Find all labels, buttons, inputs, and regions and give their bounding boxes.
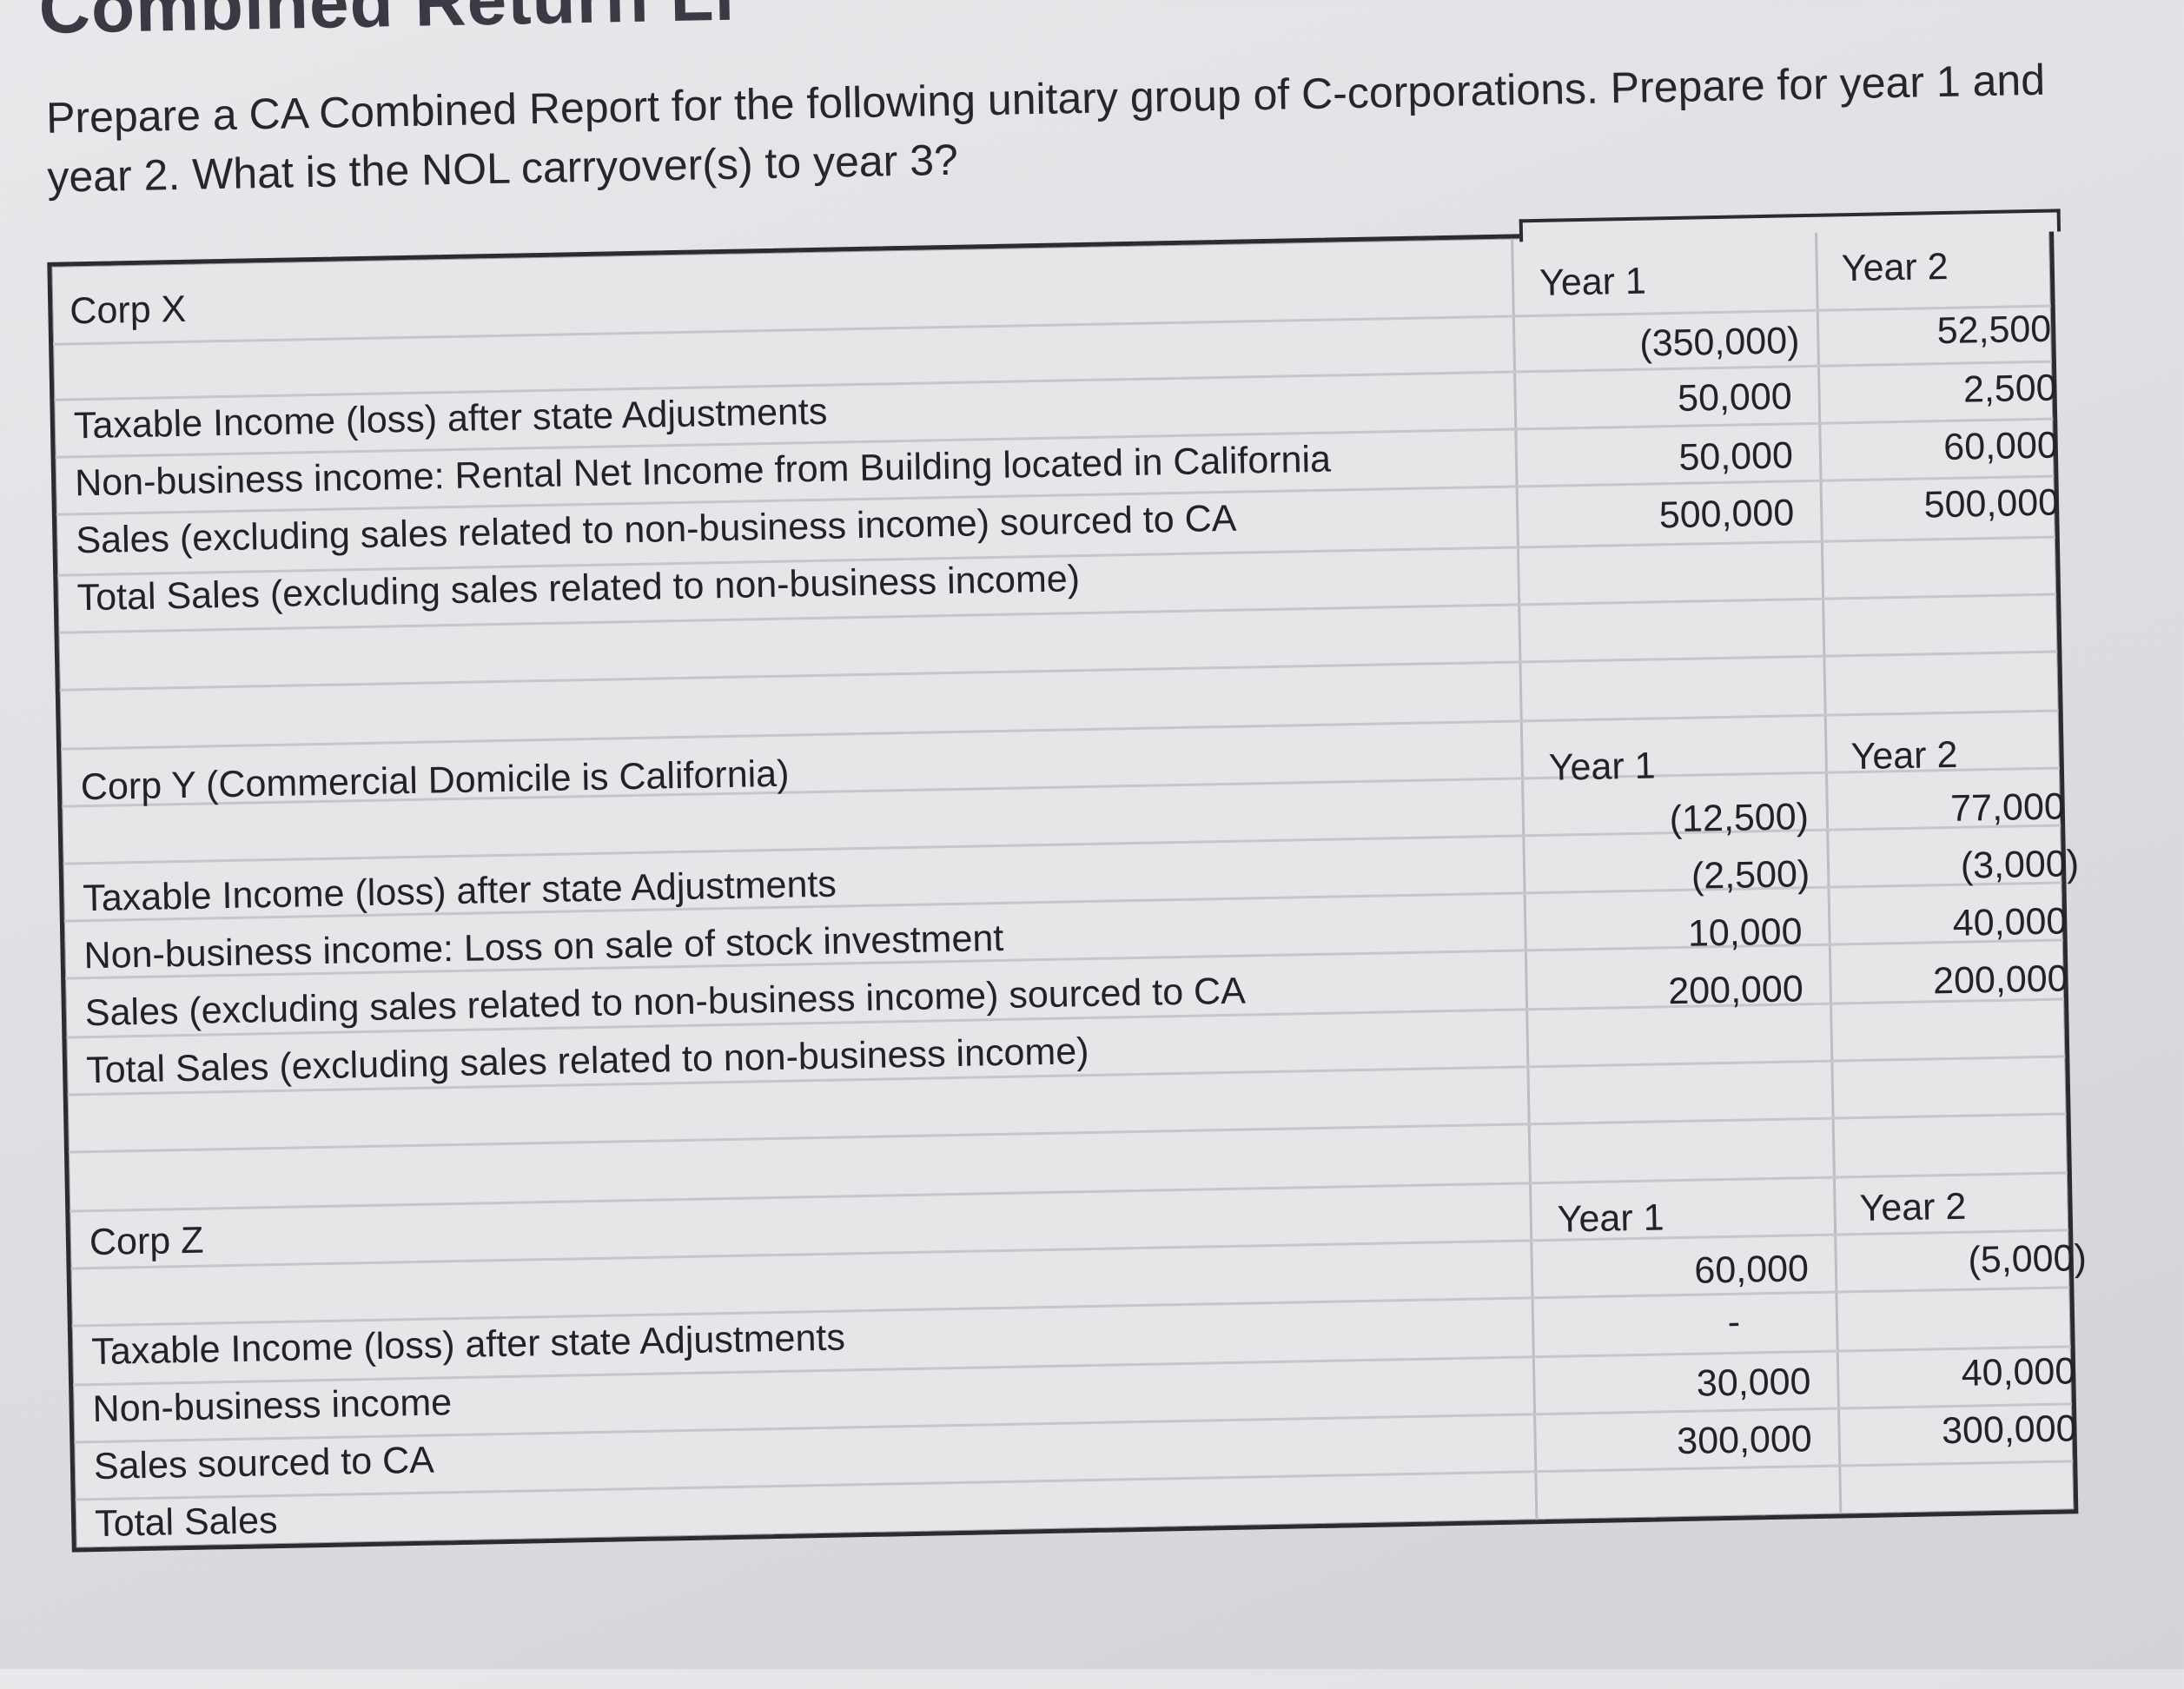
corp-y-year2-header: Year 2 (1850, 733, 1958, 778)
corp-z-row-year1: 300,000 (1676, 1418, 1813, 1463)
row-divider (61, 709, 2059, 751)
corp-z-row-label: Taxable Income (loss) after state Adjust… (90, 1316, 846, 1374)
sheet-top-border (1519, 209, 2062, 242)
corp-x-row-year1: 50,000 (1678, 434, 1794, 479)
corp-y-year1-header: Year 1 (1548, 745, 1656, 789)
corp-z-row-year1: - (1727, 1301, 1741, 1343)
corp-z-row-year2: (5,000) (1968, 1237, 2088, 1282)
corp-y-row-year1: 200,000 (1667, 968, 1804, 1013)
corp-z-row-year2 (1814, 1295, 2075, 1300)
corp-x-row-label: Total Sales (excluding sales related to … (76, 558, 1081, 619)
corp-z-row-label: Non-business income (92, 1381, 453, 1431)
corp-z-row-year1: 60,000 (1693, 1248, 1810, 1292)
corp-x-row-year2: 500,000 (1923, 481, 2060, 527)
corp-x-row-year1: (350,000) (1638, 320, 1800, 365)
corp-z-row-year2: 300,000 (1941, 1408, 2077, 1453)
corp-x-row-label: Sales (excluding sales related to non-bu… (76, 497, 1237, 562)
row-divider (69, 1171, 2068, 1213)
corp-x-row-year2: 2,500 (1962, 367, 2057, 411)
corp-x-row-year2: 60,000 (1942, 424, 2059, 469)
corp-z-title: Corp Z (89, 1219, 204, 1264)
corp-y-row-year2: 200,000 (1932, 957, 2069, 1003)
question-text: Prepare a CA Combined Report for the fol… (45, 55, 2046, 202)
corp-z-row-year1: 30,000 (1696, 1361, 1811, 1405)
corp-y-row-label: Non-business income: Loss on sale of sto… (83, 917, 1004, 977)
corp-x-row-label: Taxable Income (loss) after state Adjust… (73, 390, 828, 447)
corp-z-year2-header: Year 2 (1859, 1185, 1967, 1230)
row-divider (71, 1286, 2070, 1328)
corp-x-row-year1: 50,000 (1677, 375, 1793, 420)
corp-y-row-year2: 40,000 (1952, 900, 2068, 944)
corp-z-row-label: Total Sales (94, 1500, 278, 1546)
row-divider (59, 650, 2058, 692)
corp-y-row-year1: (2,500) (1691, 853, 1810, 897)
corp-x-row-label: Non-business income: Rental Net Income f… (74, 438, 1332, 505)
corp-x-year1-header: Year 1 (1539, 260, 1647, 304)
corp-x-year2-header: Year 2 (1841, 245, 1949, 290)
corp-y-row-year2: (3,000) (1960, 843, 2080, 887)
corp-z-year1-header: Year 1 (1557, 1196, 1664, 1241)
corp-y-row-label: Taxable Income (loss) after state Adjust… (82, 863, 837, 920)
corp-x-row-year1: 500,000 (1658, 492, 1795, 537)
corp-x-row-year2: 52,500 (1936, 308, 2052, 353)
page-heading: Combined Return Li (37, 0, 736, 50)
corp-z-row-label: Sales sourced to CA (93, 1439, 435, 1488)
spreadsheet-table: Corp X Year 1 Year 2 Taxable Income (los… (47, 209, 2087, 1553)
corp-y-row-year1: (12,500) (1669, 796, 1810, 841)
corp-z-row-year2: 40,000 (1961, 1350, 2076, 1394)
row-divider (68, 1112, 2067, 1154)
corp-y-title: Corp Y (Commercial Domicile is Californi… (80, 752, 790, 809)
corp-x-title: Corp X (69, 288, 187, 333)
corp-y-row-year2: 77,000 (1949, 785, 2066, 830)
corp-y-row-year1: 10,000 (1687, 911, 1803, 955)
